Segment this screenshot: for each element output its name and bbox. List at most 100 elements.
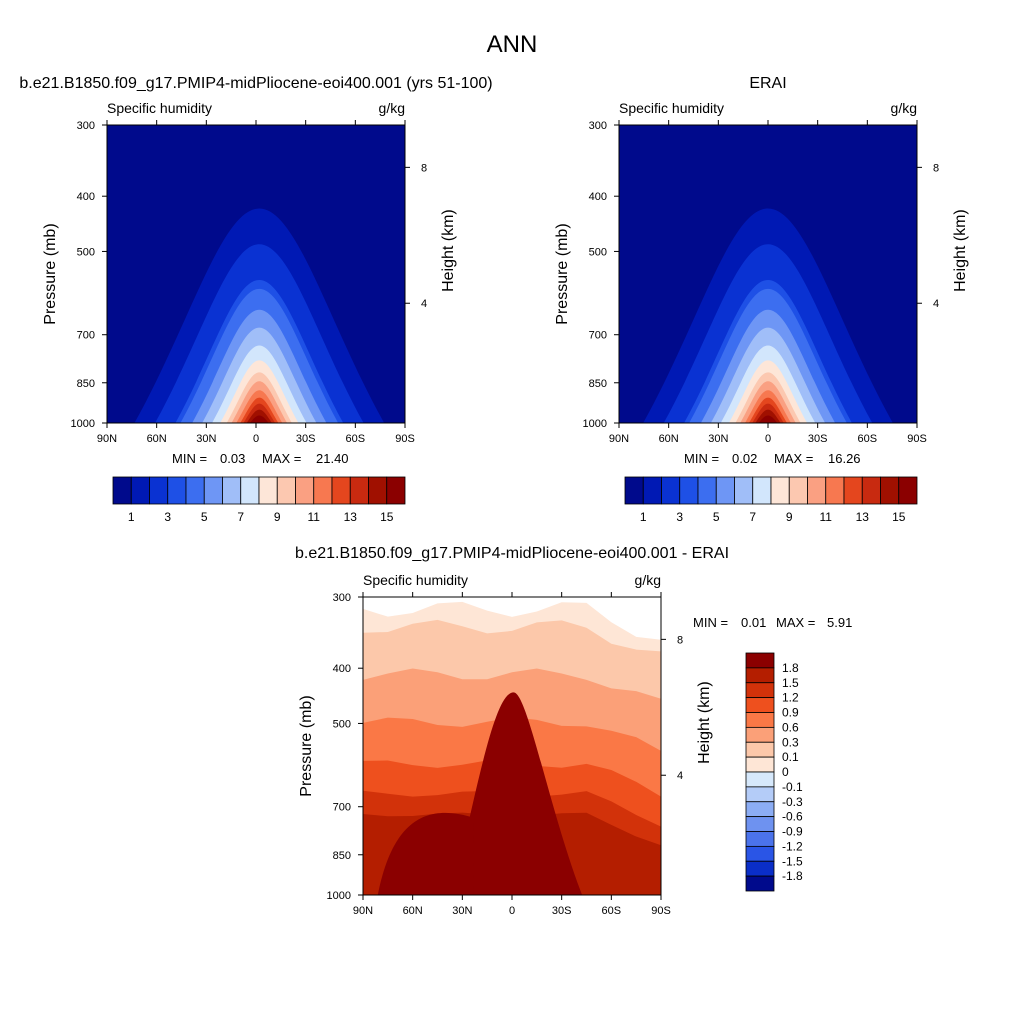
max-label: MAX = bbox=[776, 615, 815, 630]
subtitle-left: Specific humidity bbox=[107, 100, 212, 116]
colorbar-box bbox=[679, 476, 699, 505]
colorbar-box bbox=[745, 652, 775, 669]
contour-level-15 bbox=[758, 415, 778, 423]
colorbar-box bbox=[745, 726, 775, 743]
colorbar-label: 1.8 bbox=[782, 661, 799, 675]
colorbar-label: 0.3 bbox=[782, 735, 799, 749]
x-tick-label: 0 bbox=[509, 905, 515, 917]
min-label: MIN = bbox=[684, 451, 719, 466]
y-axis-label: Pressure (mb) bbox=[42, 223, 59, 324]
x-tick-label: 30S bbox=[552, 905, 572, 917]
colorbar-label: -0.6 bbox=[782, 810, 803, 824]
colorbar-label: 1 bbox=[640, 510, 647, 524]
colorbar-box bbox=[313, 476, 333, 505]
colorbar-box bbox=[222, 476, 242, 505]
max-value: 21.40 bbox=[316, 451, 349, 466]
colorbar-box bbox=[624, 476, 644, 505]
right-panel-title: ERAI bbox=[749, 75, 786, 92]
y-tick-label: 400 bbox=[77, 191, 95, 203]
y-tick-label: 500 bbox=[333, 718, 351, 730]
colorbar-box bbox=[807, 476, 827, 505]
y-tick-label: 1000 bbox=[583, 418, 607, 430]
y-tick-label: 1000 bbox=[327, 890, 351, 902]
x-tick-label: 30S bbox=[808, 433, 828, 445]
y-axis-label: Pressure (mb) bbox=[298, 695, 315, 796]
colorbar-label: -0.1 bbox=[782, 780, 803, 794]
subtitle-left: Specific humidity bbox=[363, 572, 468, 588]
colorbar-label: 1.2 bbox=[782, 691, 799, 705]
panel-model: 90N 60N 30N 0 30S 60S 90S 300 400 500 700 850 1000 8 4… bbox=[42, 100, 457, 524]
y-tick-label: 300 bbox=[589, 120, 607, 132]
colorbar-label: 1.5 bbox=[782, 676, 799, 690]
y-axis-label-right: Height (km) bbox=[696, 681, 713, 764]
height-tick-label: 4 bbox=[677, 770, 683, 782]
contour-layer bbox=[619, 125, 917, 423]
colorbar-box bbox=[880, 476, 900, 505]
min-value: 0.01 bbox=[741, 615, 766, 630]
colorbar-label: 5 bbox=[201, 510, 208, 524]
x-tick-label: 60N bbox=[147, 433, 167, 445]
colorbar-box bbox=[788, 476, 808, 505]
colorbar-box bbox=[898, 476, 918, 505]
colorbar-label: 0.9 bbox=[782, 706, 799, 720]
colorbar-box bbox=[745, 771, 775, 788]
min-value: 0.03 bbox=[220, 451, 245, 466]
colorbar-label: -1.5 bbox=[782, 854, 803, 868]
y-tick-label: 850 bbox=[589, 378, 607, 390]
main-title: ANN bbox=[487, 31, 538, 58]
x-tick-label: 60S bbox=[602, 905, 622, 917]
min-label: MIN = bbox=[172, 451, 207, 466]
min-value: 0.02 bbox=[732, 451, 757, 466]
colorbar-label: -0.3 bbox=[782, 795, 803, 809]
colorbar-box bbox=[368, 476, 388, 505]
colorbar-label: 3 bbox=[164, 510, 171, 524]
colorbar-box bbox=[295, 476, 315, 505]
height-tick-label: 4 bbox=[933, 298, 939, 310]
contour-level-max-nh bbox=[377, 812, 474, 895]
y-tick-label: 500 bbox=[589, 246, 607, 258]
colorbar-label: 1 bbox=[128, 510, 135, 524]
panel-difference: 90N 60N 30N 0 30S 60S 90S 300 400 500 700 850 1000 8 4… bbox=[298, 572, 852, 917]
colorbar-box bbox=[745, 875, 775, 892]
max-value: 5.91 bbox=[827, 615, 852, 630]
x-tick-label: 90N bbox=[97, 433, 117, 445]
y-tick-label: 700 bbox=[589, 330, 607, 342]
y-tick-label: 400 bbox=[333, 663, 351, 675]
x-tick-label: 60N bbox=[659, 433, 679, 445]
y-tick-label: 500 bbox=[77, 246, 95, 258]
colorbar-label: 0 bbox=[782, 765, 789, 779]
colorbar-box bbox=[130, 476, 150, 505]
colorbar-box bbox=[167, 476, 187, 505]
subtitle-right: g/kg bbox=[379, 100, 405, 116]
x-tick-label: 90S bbox=[395, 433, 415, 445]
height-tick-label: 8 bbox=[933, 162, 939, 174]
colorbar-box bbox=[861, 476, 881, 505]
y-tick-label: 850 bbox=[77, 378, 95, 390]
subtitle-left: Specific humidity bbox=[619, 100, 724, 116]
colorbar-label: 13 bbox=[856, 510, 870, 524]
left-panel-title: b.e21.B1850.f09_g17.PMIP4-midPliocene-eo… bbox=[19, 75, 492, 92]
y-tick-label: 1000 bbox=[71, 418, 95, 430]
x-tick-label: 30N bbox=[708, 433, 728, 445]
colorbar-box bbox=[745, 816, 775, 832]
subtitle-right: g/kg bbox=[635, 572, 661, 588]
max-label: MAX = bbox=[262, 451, 301, 466]
colorbar-box bbox=[770, 476, 790, 505]
y-tick-label: 300 bbox=[333, 592, 351, 604]
colorbar-box bbox=[276, 476, 296, 505]
y-tick-label: 700 bbox=[77, 330, 95, 342]
y-tick-label: 850 bbox=[333, 850, 351, 862]
y-axis-label-right: Height (km) bbox=[440, 209, 457, 292]
colorbar-box bbox=[745, 756, 775, 773]
colorbar-box bbox=[386, 476, 406, 505]
y-axis-label: Pressure (mb) bbox=[554, 223, 571, 324]
x-tick-label: 60S bbox=[346, 433, 366, 445]
colorbar-label: 0.1 bbox=[782, 750, 799, 764]
max-label: MAX = bbox=[774, 451, 813, 466]
height-tick-label: 4 bbox=[421, 298, 427, 310]
colorbar-box bbox=[825, 476, 845, 505]
colorbar-label: 5 bbox=[713, 510, 720, 524]
colorbar-label: 15 bbox=[380, 510, 394, 524]
contour-layer bbox=[107, 125, 405, 423]
